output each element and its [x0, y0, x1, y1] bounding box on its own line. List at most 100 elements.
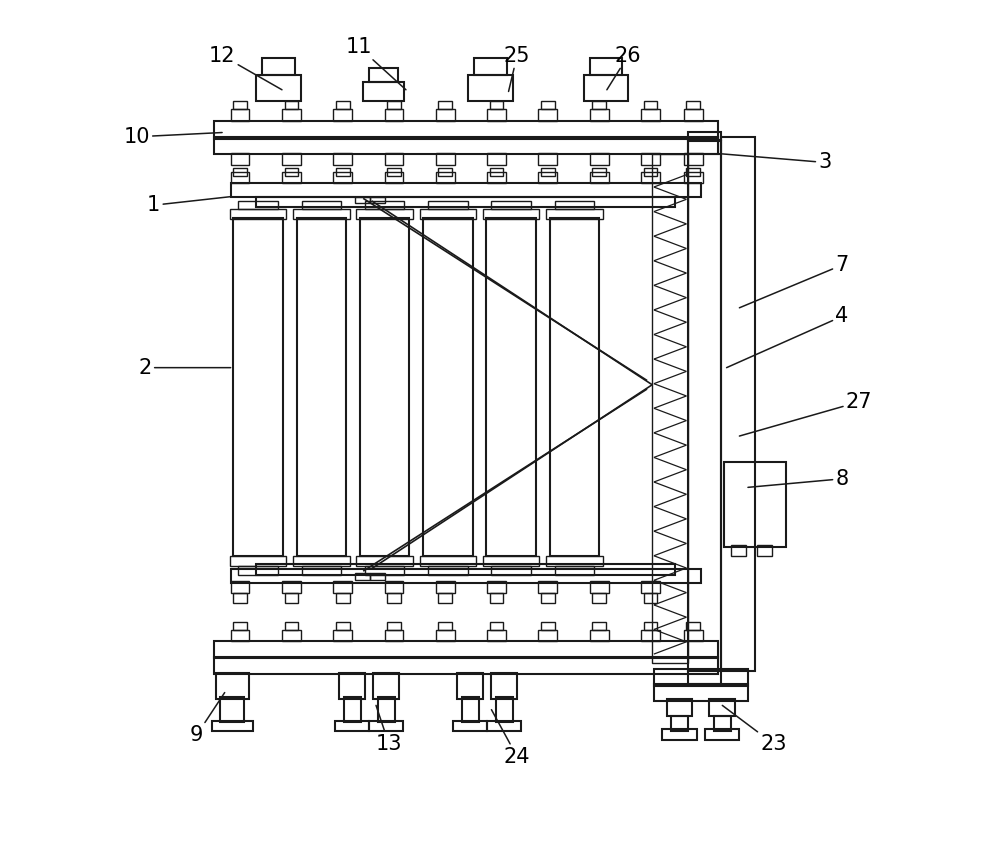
Bar [721, 137, 755, 671]
Bar [387, 622, 401, 630]
Bar [592, 168, 606, 176]
Bar [688, 132, 721, 140]
Bar [453, 721, 487, 731]
Bar [297, 218, 346, 556]
Bar [333, 630, 352, 641]
Bar [378, 697, 395, 722]
Text: 9: 9 [190, 693, 225, 746]
Bar [590, 153, 609, 165]
Text: 10: 10 [123, 127, 222, 147]
Bar [438, 101, 452, 109]
Bar [233, 622, 247, 630]
Bar [686, 622, 700, 630]
Bar [438, 168, 452, 176]
Bar [684, 630, 703, 641]
Bar [474, 58, 507, 75]
Bar [214, 657, 718, 674]
Bar [688, 141, 721, 671]
Bar [282, 630, 301, 641]
Bar [652, 154, 688, 663]
Bar [282, 109, 301, 121]
Bar [436, 630, 455, 641]
Bar [256, 564, 675, 575]
Text: 7: 7 [739, 255, 849, 308]
Bar [423, 218, 473, 556]
Bar [541, 101, 555, 109]
Bar [387, 101, 401, 109]
Bar [487, 721, 521, 731]
Bar [436, 109, 455, 121]
Text: 4: 4 [727, 306, 849, 368]
Bar [641, 630, 660, 641]
Bar [644, 168, 657, 176]
Bar [487, 581, 506, 593]
Bar [256, 197, 675, 207]
Bar [285, 622, 298, 630]
Bar [468, 75, 513, 101]
Bar [644, 622, 657, 630]
Bar [262, 58, 295, 75]
Bar [641, 153, 660, 165]
Bar [238, 566, 278, 575]
Bar [238, 201, 278, 209]
Bar [487, 109, 506, 121]
Bar [671, 716, 688, 731]
Bar [496, 697, 513, 722]
Bar [230, 556, 286, 566]
Bar [214, 641, 718, 658]
Bar [387, 168, 401, 176]
Bar [293, 556, 350, 566]
Bar [724, 462, 786, 547]
Bar [231, 569, 701, 583]
Bar [662, 729, 697, 740]
Text: 26: 26 [607, 45, 642, 90]
Text: 23: 23 [722, 705, 787, 754]
Bar [705, 729, 739, 740]
Bar [436, 172, 455, 183]
Text: 24: 24 [491, 710, 530, 767]
Bar [486, 218, 536, 556]
Bar [546, 209, 603, 219]
Bar [538, 109, 557, 121]
Bar [420, 209, 476, 219]
Bar [590, 630, 609, 641]
Bar [641, 581, 660, 593]
Bar [370, 573, 385, 580]
Bar [344, 697, 361, 722]
Bar [233, 218, 283, 556]
Bar [282, 581, 301, 593]
Bar [336, 168, 350, 176]
Bar [592, 593, 606, 603]
Bar [428, 566, 468, 575]
Bar [233, 593, 247, 603]
Text: 3: 3 [722, 152, 832, 173]
Bar [365, 566, 404, 575]
Bar [487, 172, 506, 183]
Bar [355, 197, 370, 203]
Bar [336, 101, 350, 109]
Bar [387, 593, 401, 603]
Bar [688, 140, 721, 154]
Bar [220, 697, 244, 722]
Bar [686, 168, 700, 176]
Bar [333, 172, 352, 183]
Bar [555, 201, 594, 209]
Bar [538, 581, 557, 593]
Bar [462, 697, 479, 722]
Bar [339, 673, 365, 699]
Bar [654, 669, 748, 686]
Bar [335, 721, 369, 731]
Bar [457, 673, 483, 699]
Bar [550, 218, 599, 556]
Text: 12: 12 [209, 45, 282, 90]
Bar [216, 673, 249, 699]
Bar [538, 630, 557, 641]
Bar [360, 218, 409, 556]
Bar [369, 721, 403, 731]
Text: 8: 8 [748, 469, 849, 489]
Bar [214, 137, 718, 154]
Bar [333, 109, 352, 121]
Bar [757, 545, 772, 556]
Bar [285, 101, 298, 109]
Bar [370, 197, 385, 203]
